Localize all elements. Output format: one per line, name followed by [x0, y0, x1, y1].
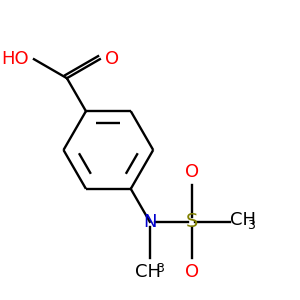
Text: O: O — [184, 262, 199, 280]
Text: 3: 3 — [248, 219, 255, 232]
Text: CH: CH — [135, 262, 161, 280]
Text: N: N — [143, 213, 157, 231]
Text: O: O — [105, 50, 119, 68]
Text: HO: HO — [1, 50, 28, 68]
Text: S: S — [185, 212, 198, 231]
Text: O: O — [184, 163, 199, 181]
Text: 3: 3 — [156, 262, 164, 275]
Text: CH: CH — [230, 212, 256, 230]
